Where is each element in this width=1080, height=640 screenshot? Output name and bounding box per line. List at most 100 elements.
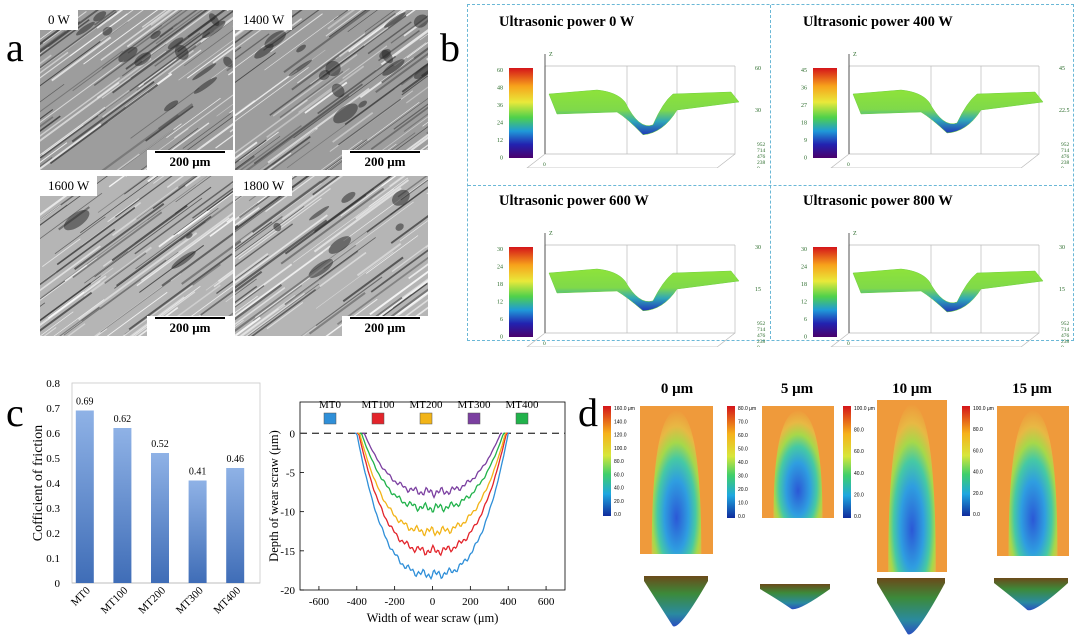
y-tick-label: 0.6 — [46, 428, 60, 440]
y-tick: 0 — [1061, 345, 1064, 347]
colorbar-tick: 40.0 — [854, 471, 864, 477]
colorbar-tick: 40.0 — [973, 470, 983, 476]
micrograph-label: 0 W — [40, 10, 78, 30]
colorbar-tick: 24 — [497, 265, 503, 271]
colorbar — [603, 406, 611, 516]
x-tick-label: -600 — [309, 596, 330, 608]
cross-section-profile — [644, 576, 708, 626]
series-line-mt400 — [360, 433, 505, 512]
colorbar-tick: 80.0 — [854, 428, 864, 434]
x-tick: 0 — [847, 341, 850, 347]
bar — [151, 453, 169, 583]
colorbar-tick: 60.0 — [973, 448, 983, 454]
colorbar-tick: 100.0 μm — [854, 406, 875, 412]
bar — [226, 468, 244, 583]
scale-bar: 200 μm — [147, 150, 233, 170]
map-background — [997, 406, 1069, 556]
y-tick: 0 — [757, 166, 760, 168]
z-tick: 15 — [755, 287, 761, 293]
friction-bar-chart: Cofficient of friction00.10.20.30.40.50.… — [22, 360, 262, 640]
micrograph-label: 1400 W — [235, 10, 292, 30]
surface-mesh — [549, 269, 739, 311]
x-tick-label: -400 — [347, 596, 368, 608]
x-tick: 0 — [847, 162, 850, 168]
surface-plot: 4536271890Z4522.595271447623800658131619… — [771, 6, 1071, 168]
colorbar-tick: 6 — [804, 317, 807, 323]
z-tick: 15 — [1059, 287, 1065, 293]
colorbar — [813, 68, 837, 158]
wear-track — [774, 410, 823, 518]
series-line-mt0 — [355, 433, 510, 578]
colorbar-tick: 30 — [497, 247, 503, 253]
y-tick: 0 — [757, 345, 760, 347]
colorbar — [962, 406, 970, 516]
colorbar-tick: 20.0 — [854, 492, 864, 498]
y-tick-label: 0.1 — [46, 553, 60, 565]
y-tick-label: 0 — [55, 578, 61, 590]
x-tick: 0 — [543, 341, 546, 347]
map-background — [877, 400, 947, 572]
colorbar-tick: 0 — [804, 156, 807, 162]
colorbar-tick: 50.0 — [738, 447, 748, 453]
x-tick-label: 600 — [538, 596, 555, 608]
colorbar-tick: 12 — [801, 300, 807, 306]
z-tick: 45 — [1059, 66, 1065, 72]
depth-label: 5 μm — [762, 381, 832, 398]
scale-bar: 200 μm — [342, 150, 428, 170]
cross-section-profile — [760, 584, 830, 609]
colorbar-tick: 40.0 — [614, 486, 624, 492]
legend-label: MT400 — [506, 399, 540, 411]
bar-value-label: 0.41 — [189, 467, 207, 478]
z-tick: 30 — [1059, 245, 1065, 251]
colorbar-tick: 12 — [497, 138, 503, 144]
y-tick-label: 0.7 — [46, 403, 60, 415]
legend-swatch — [324, 413, 336, 424]
colorbar-tick: 10.0 — [738, 501, 748, 507]
colorbar-tick: 40.0 — [738, 460, 748, 466]
x-tick-label: 200 — [462, 596, 479, 608]
micrograph-label: 1800 W — [235, 176, 292, 196]
map-background — [762, 406, 834, 518]
colorbar — [509, 247, 533, 337]
y-tick-label: -10 — [280, 507, 295, 519]
bar-value-label: 0.46 — [226, 454, 244, 465]
colorbar-tick: 160.0 μm — [614, 406, 635, 412]
colorbar-tick: 36 — [801, 86, 807, 92]
colorbar-tick: 20.0 — [614, 499, 624, 505]
legend-label: MT300 — [458, 399, 492, 411]
colorbar-tick: 30 — [801, 247, 807, 253]
colorbar-tick: 0 — [804, 335, 807, 341]
cross-section-profile — [877, 578, 945, 635]
bar-value-label: 0.62 — [114, 414, 131, 425]
colorbar — [843, 406, 851, 518]
colorbar-tick: 0 — [500, 335, 503, 341]
legend-label: MT200 — [410, 399, 444, 411]
x-category-label: MT0 — [69, 584, 93, 608]
y-tick-label: 0.3 — [46, 503, 60, 515]
cross-section-profile — [994, 578, 1068, 610]
colorbar-tick: 27 — [801, 103, 807, 109]
surface-plot: 60483624120Z6030952714476238006581317197… — [467, 6, 767, 168]
colorbar-tick: 48 — [497, 86, 503, 92]
colorbar-tick: 80.0 — [973, 427, 983, 433]
bar — [189, 481, 207, 584]
y-tick: 0 — [1061, 166, 1064, 168]
plot-frame — [300, 402, 565, 590]
panel-label-a: a — [6, 28, 24, 68]
colorbar-tick: 80.0 μm — [738, 406, 756, 412]
y-axis-label: Depth of wear scraw (μm) — [267, 430, 281, 562]
colorbar-tick: 9 — [804, 138, 807, 144]
colorbar-tick: 36 — [497, 103, 503, 109]
colorbar-tick: 0 — [500, 156, 503, 162]
depth-label: 0 μm — [642, 381, 712, 398]
colorbar-tick: 140.0 — [614, 419, 627, 425]
micrograph-label: 1600 W — [40, 176, 97, 196]
micrograph-1600w: 1600 W 200 μm — [40, 176, 233, 336]
x-category-label: MT400 — [212, 584, 244, 616]
colorbar — [509, 68, 533, 158]
wear-track — [652, 410, 702, 554]
